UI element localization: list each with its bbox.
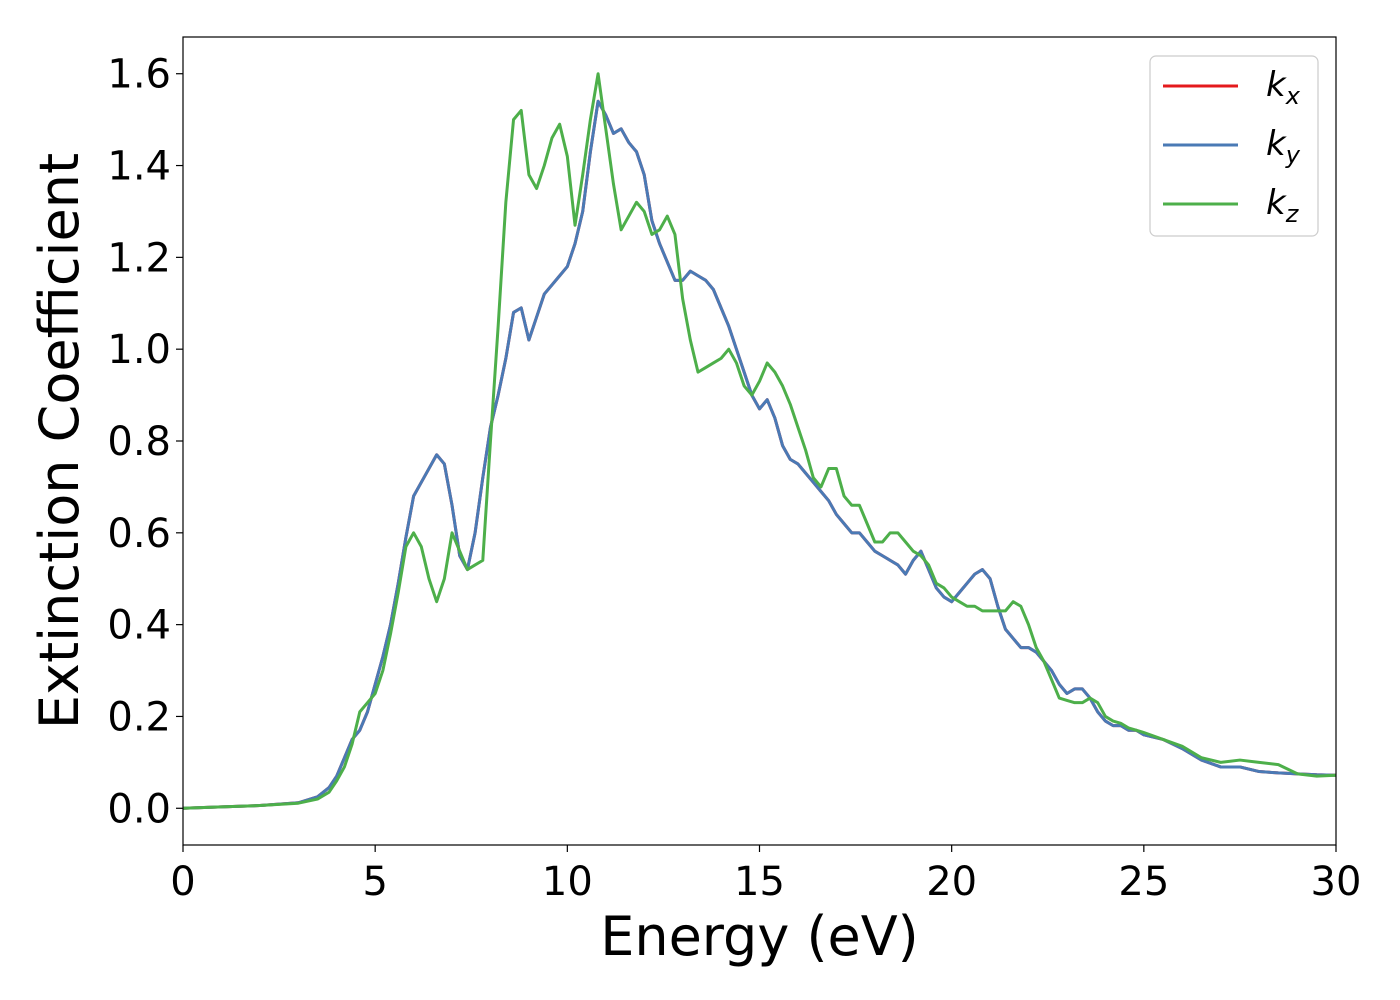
y-tick-label: 0.6	[107, 511, 171, 557]
y-tick-label: 1.6	[107, 52, 171, 98]
series-line-ky	[182, 99, 1337, 810]
x-tick-label: 10	[542, 859, 593, 905]
y-axis-title: Extinction Coefficient	[28, 153, 91, 729]
y-axis-ticks: 0.0 0.2 0.4 0.6 0.8 1.0 1.2 1.4 1.6	[107, 52, 183, 832]
series-line-kz	[182, 72, 1337, 810]
plot-lines	[182, 72, 1337, 810]
legend-label-kx: kx	[1266, 65, 1301, 110]
y-tick-label: 0.0	[107, 786, 171, 832]
legend-label-subscript: x	[1285, 82, 1301, 110]
x-tick-label: 30	[1311, 859, 1362, 905]
legend-label-subscript: y	[1285, 141, 1301, 169]
legend-label-main: k	[1266, 183, 1287, 223]
x-tick-label: 5	[362, 859, 387, 905]
x-tick-label: 25	[1118, 859, 1169, 905]
legend-label-kz: kz	[1266, 183, 1300, 228]
legend-label-main: k	[1266, 124, 1287, 164]
legend-label-main: k	[1266, 65, 1287, 105]
x-axis-title: Energy (eV)	[600, 905, 919, 968]
x-axis-ticks: 0 5 10 15 20 25 30	[170, 845, 1361, 905]
y-tick-label: 0.4	[107, 603, 171, 649]
y-tick-label: 0.8	[107, 419, 171, 465]
x-tick-label: 0	[170, 859, 195, 905]
y-tick-label: 1.4	[107, 144, 171, 190]
y-tick-label: 1.2	[107, 235, 171, 281]
legend-label-ky: ky	[1266, 124, 1301, 169]
x-tick-label: 20	[926, 859, 977, 905]
x-tick-label: 15	[734, 859, 785, 905]
legend-label-subscript: z	[1285, 200, 1300, 228]
y-tick-label: 0.2	[107, 694, 171, 740]
y-tick-label: 1.0	[107, 327, 171, 373]
